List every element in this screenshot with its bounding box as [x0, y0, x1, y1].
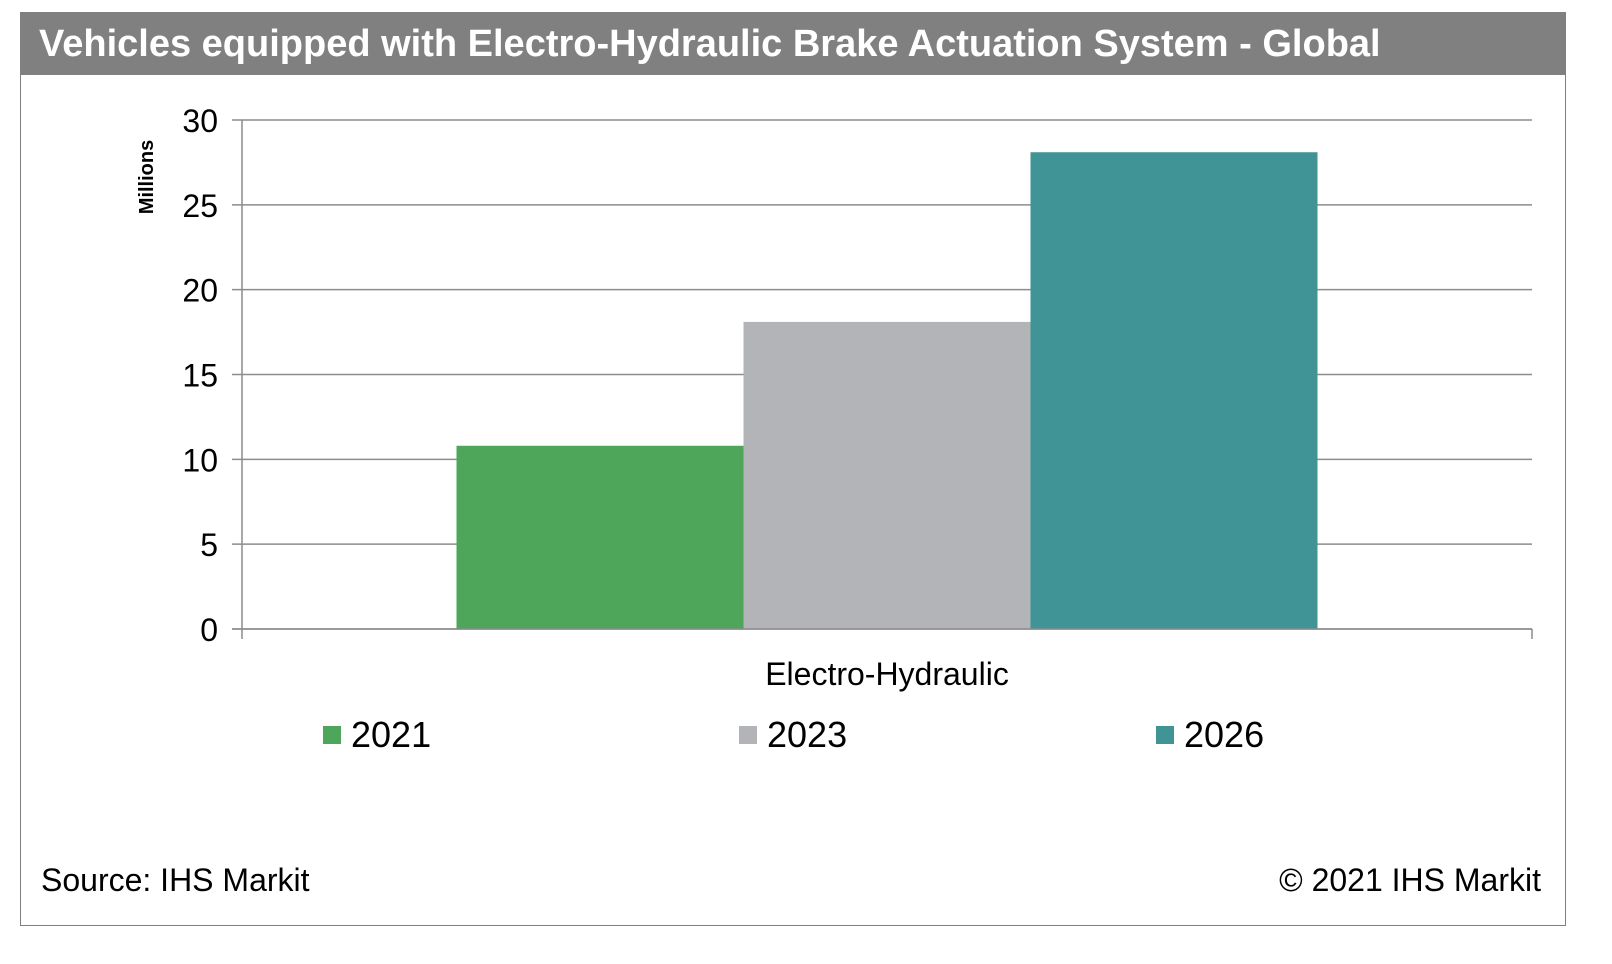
y-tick-label: 5: [200, 527, 218, 563]
chart-title: Vehicles equipped with Electro-Hydraulic…: [39, 23, 1381, 65]
source-note: Source: IHS Markit: [41, 862, 310, 898]
legend-swatch-2023: [739, 726, 757, 744]
bar-2026: [1030, 152, 1318, 629]
legend-label-2026: 2026: [1184, 714, 1264, 755]
bar-2021: [456, 445, 744, 629]
y-tick-label: 25: [182, 188, 218, 224]
chart-frame: Vehicles equipped with Electro-Hydraulic…: [20, 12, 1566, 926]
bar-2023: [743, 321, 1031, 629]
x-category-label: Electro-Hydraulic: [765, 656, 1009, 692]
bar-chart: 0 5 10 15 20 25 30 Millions Electro-Hydraulic 202…: [136, 103, 1533, 755]
legend-swatch-2026: [1156, 726, 1174, 744]
legend-label-2023: 2023: [767, 714, 847, 755]
y-tick-label: 20: [182, 273, 218, 309]
copyright-note: © 2021 IHS Markit: [1279, 862, 1541, 898]
y-tick-label: 30: [182, 103, 218, 139]
y-tick-label: 0: [200, 612, 218, 648]
y-axis-label: Millions: [136, 140, 158, 214]
y-tick-label: 15: [182, 358, 218, 394]
legend-swatch-2021: [323, 726, 341, 744]
title-bar: Vehicles equipped with Electro-Hydraulic…: [21, 13, 1565, 75]
legend-label-2021: 2021: [351, 714, 431, 755]
y-tick-label: 10: [182, 442, 218, 478]
